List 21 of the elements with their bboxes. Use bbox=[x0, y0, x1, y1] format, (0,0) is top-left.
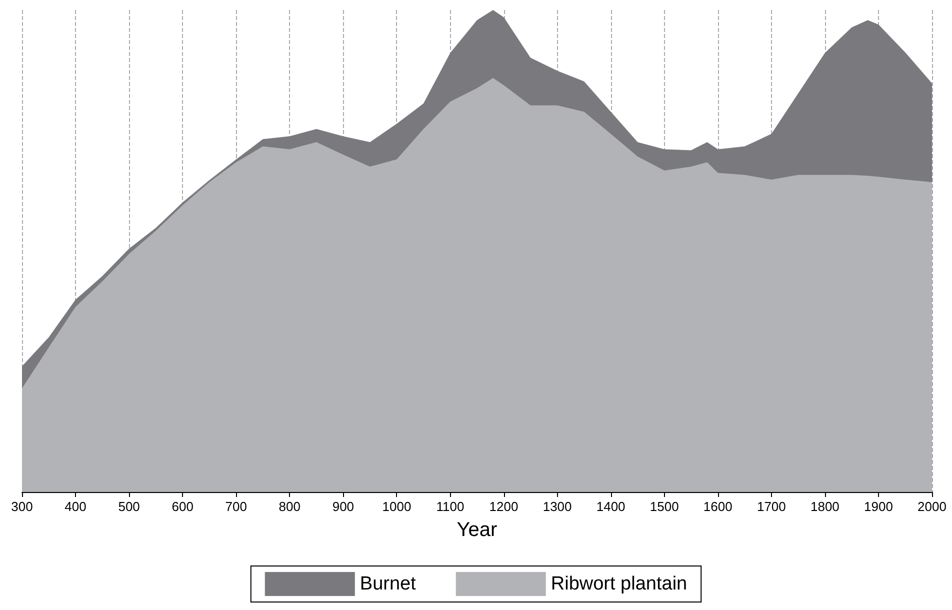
legend-label: Ribwort plantain bbox=[550, 574, 688, 594]
x-tick-label: 1000 bbox=[382, 499, 412, 514]
x-tick-label: 1400 bbox=[596, 499, 626, 514]
x-tick-label: 1300 bbox=[542, 499, 572, 514]
x-tick-label: 400 bbox=[64, 499, 86, 514]
x-tick-label: 500 bbox=[118, 499, 140, 514]
x-axis-title: Year bbox=[456, 519, 498, 541]
x-tick-label: 1100 bbox=[436, 499, 464, 514]
x-tick-label: 300 bbox=[11, 499, 33, 514]
x-tick-label: 700 bbox=[225, 499, 247, 514]
x-tick-label: 1600 bbox=[703, 499, 732, 514]
x-tick-label: 1800 bbox=[810, 499, 840, 514]
x-tick-label: 1700 bbox=[756, 499, 786, 514]
x-tick-label: 900 bbox=[332, 499, 354, 514]
x-tick-label: 1900 bbox=[864, 499, 893, 514]
x-tick-label: 2000 bbox=[918, 499, 946, 514]
x-tick-label: 800 bbox=[278, 499, 300, 514]
x-tick-label: 1500 bbox=[650, 499, 679, 514]
legend-label: Burnet bbox=[360, 574, 417, 594]
x-tick-label: 1200 bbox=[489, 499, 518, 514]
x-tick-label: 600 bbox=[172, 499, 194, 514]
